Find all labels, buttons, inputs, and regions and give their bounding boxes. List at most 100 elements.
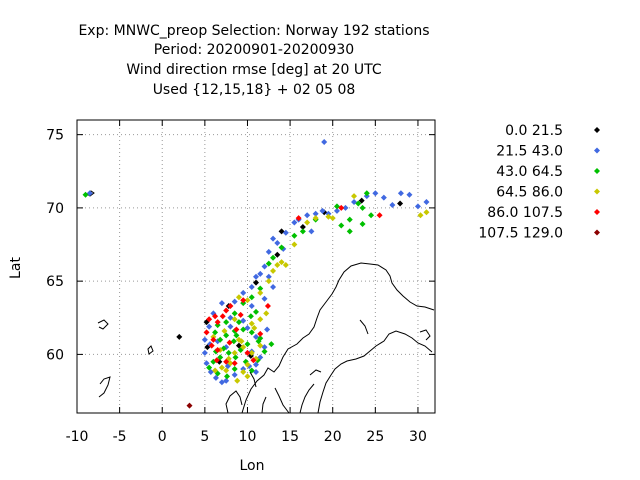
data-point bbox=[308, 228, 315, 235]
data-point bbox=[358, 197, 365, 204]
data-point bbox=[224, 373, 231, 380]
data-point bbox=[219, 313, 226, 320]
data-point bbox=[231, 360, 238, 367]
data-point bbox=[295, 215, 302, 222]
data-point bbox=[359, 204, 366, 211]
data-point bbox=[253, 308, 259, 315]
data-point bbox=[235, 294, 242, 301]
y-tick-label: 65 bbox=[46, 274, 64, 290]
x-tick-labels: -10 -5 0 5 10 15 20 25 30 bbox=[66, 429, 427, 445]
data-point bbox=[231, 310, 238, 317]
data-point bbox=[261, 295, 268, 302]
data-point bbox=[240, 368, 247, 375]
chart-title: Exp: MNWC_preop Selection: Norway 192 st… bbox=[78, 23, 429, 98]
data-point bbox=[223, 307, 230, 314]
data-point bbox=[238, 338, 245, 345]
legend-marker bbox=[594, 147, 600, 154]
data-point bbox=[244, 361, 251, 368]
title-line-1: Exp: MNWC_preop Selection: Norway 192 st… bbox=[78, 23, 429, 39]
data-point bbox=[346, 216, 353, 223]
data-point bbox=[208, 342, 215, 349]
x-tick-label: 30 bbox=[409, 429, 427, 445]
data-point bbox=[257, 289, 264, 296]
data-point bbox=[274, 251, 281, 258]
legend-label: 107.5 129.0 bbox=[478, 226, 563, 242]
title-line-2: Period: 20200901-20200930 bbox=[154, 42, 354, 58]
data-point bbox=[299, 223, 306, 230]
x-tick-label: 10 bbox=[239, 429, 257, 445]
data-point bbox=[212, 367, 219, 374]
x-tick-label: 0 bbox=[158, 429, 167, 445]
data-point bbox=[248, 320, 255, 327]
plot-border bbox=[76, 119, 436, 414]
data-point bbox=[227, 323, 234, 330]
data-point bbox=[203, 329, 210, 336]
data-point bbox=[397, 190, 404, 197]
legend-label: 0.0 21.5 bbox=[505, 123, 563, 139]
data-point bbox=[253, 279, 259, 286]
data-point bbox=[274, 240, 281, 247]
data-point bbox=[291, 219, 298, 226]
legend-marker bbox=[594, 168, 600, 174]
data-points bbox=[82, 138, 430, 409]
data-point bbox=[265, 278, 272, 285]
data-point bbox=[338, 222, 345, 229]
data-point bbox=[333, 207, 340, 214]
data-point bbox=[342, 204, 349, 211]
data-point bbox=[291, 241, 298, 248]
data-point bbox=[206, 316, 213, 323]
data-point bbox=[248, 329, 255, 336]
data-point bbox=[248, 349, 255, 356]
data-point bbox=[223, 367, 230, 374]
data-point bbox=[210, 336, 217, 343]
x-tick-label: 20 bbox=[324, 429, 342, 445]
data-point bbox=[240, 326, 247, 333]
data-point bbox=[214, 319, 221, 326]
data-point bbox=[212, 374, 219, 381]
data-point bbox=[244, 341, 251, 348]
data-point bbox=[218, 300, 225, 307]
data-point bbox=[176, 333, 183, 340]
data-point bbox=[237, 311, 244, 318]
data-point bbox=[282, 262, 289, 269]
data-point bbox=[265, 260, 272, 267]
data-point bbox=[244, 349, 251, 356]
legend-label: 21.5 43.0 bbox=[496, 144, 563, 160]
data-point bbox=[376, 212, 383, 219]
data-point bbox=[248, 284, 255, 291]
data-point bbox=[417, 212, 424, 219]
data-point bbox=[248, 303, 255, 310]
legend-marker bbox=[594, 188, 600, 195]
y-tick-labels: 60 65 70 75 bbox=[46, 128, 64, 364]
data-point bbox=[240, 289, 247, 296]
data-point bbox=[244, 297, 251, 304]
data-point bbox=[231, 298, 238, 305]
data-point bbox=[231, 371, 238, 378]
data-point bbox=[251, 325, 258, 332]
data-point bbox=[201, 336, 208, 343]
data-point bbox=[397, 200, 404, 207]
data-point bbox=[268, 341, 275, 348]
data-point bbox=[368, 212, 375, 219]
title-line-3: Wind direction rmse [deg] at 20 UTC bbox=[126, 62, 381, 78]
data-point bbox=[261, 263, 268, 270]
coastline bbox=[86, 190, 435, 414]
data-point bbox=[338, 204, 345, 211]
x-axis-label: Lon bbox=[240, 458, 265, 474]
data-point bbox=[201, 349, 208, 356]
data-point bbox=[240, 297, 247, 304]
legend-marker bbox=[594, 209, 600, 215]
data-point bbox=[212, 329, 219, 336]
legend-label: 64.5 86.0 bbox=[496, 185, 563, 201]
data-point bbox=[231, 349, 238, 356]
legend-marker bbox=[594, 127, 600, 133]
y-tick-label: 75 bbox=[46, 128, 64, 144]
data-point bbox=[257, 330, 264, 337]
data-point bbox=[217, 336, 224, 343]
data-point bbox=[223, 377, 230, 384]
data-point bbox=[274, 262, 281, 269]
data-point bbox=[264, 303, 271, 310]
data-point bbox=[255, 338, 262, 345]
data-point bbox=[351, 193, 358, 200]
